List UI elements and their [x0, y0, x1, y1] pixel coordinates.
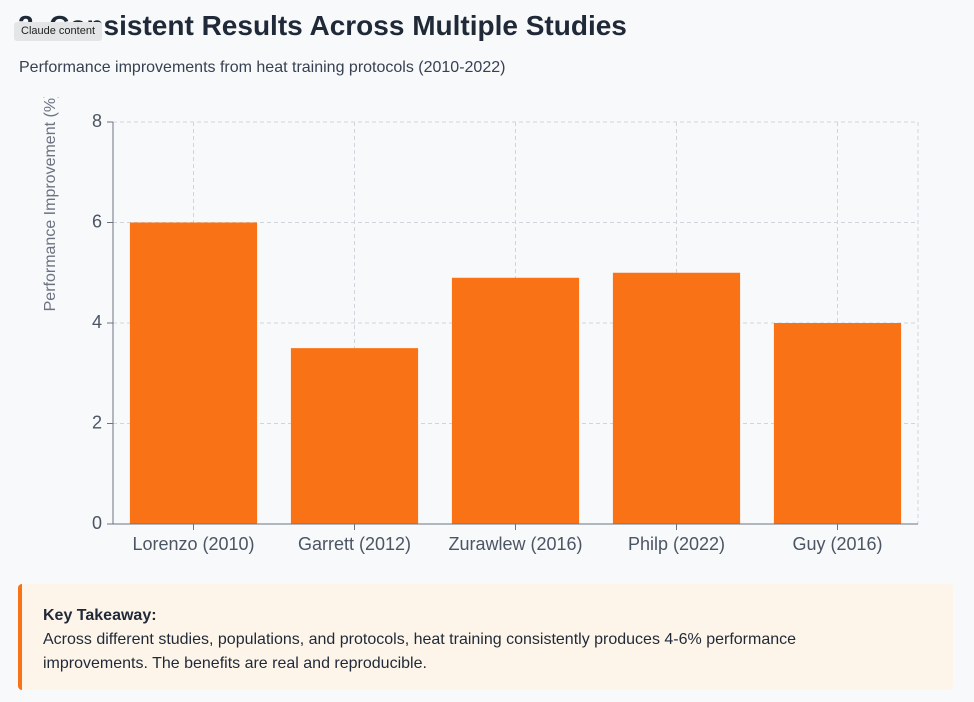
x-tick-label: Garrett (2012): [298, 534, 411, 554]
y-tick-label: 6: [92, 211, 102, 231]
y-axis-label: Performance Improvement (%): [42, 97, 59, 311]
x-tick-label: Zurawlew (2016): [448, 534, 582, 554]
takeaway-box: Key Takeaway: Across different studies, …: [18, 584, 953, 690]
y-tick-label: 2: [92, 412, 102, 432]
takeaway-text: Across different studies, populations, a…: [43, 631, 797, 672]
bar: [451, 277, 580, 524]
y-tick-label: 4: [92, 312, 102, 332]
bar: [773, 323, 902, 524]
bar: [129, 222, 258, 524]
takeaway-heading: Key Takeaway:: [43, 607, 157, 624]
x-tick-label: Guy (2016): [792, 534, 882, 554]
x-tick-label: Lorenzo (2010): [132, 534, 254, 554]
x-tick-label: Philp (2022): [628, 534, 725, 554]
chart-title: 2. Consistent Results Across Multiple St…: [18, 10, 627, 41]
bar: [290, 348, 419, 524]
bar: [612, 272, 741, 524]
badge: Claude content: [14, 22, 102, 41]
chart-subtitle: Performance improvements from heat train…: [19, 59, 506, 76]
y-tick-label: 0: [92, 513, 102, 533]
y-tick-label: 8: [92, 111, 102, 131]
chart: Performance Improvement (%) 0 2 4 6 8 Lorenzo …: [42, 97, 919, 554]
